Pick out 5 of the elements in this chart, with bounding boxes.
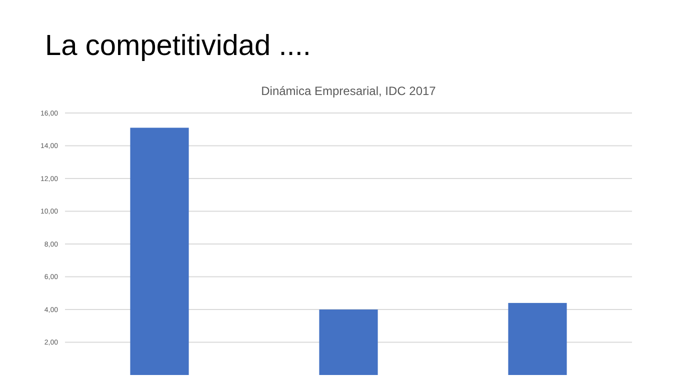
chart-subtitle: Dinámica Empresarial, IDC 2017 [261,84,436,98]
bar [319,310,378,375]
chart-title: La competitividad .... [45,30,311,62]
bar [130,128,189,375]
bar [508,302,567,375]
